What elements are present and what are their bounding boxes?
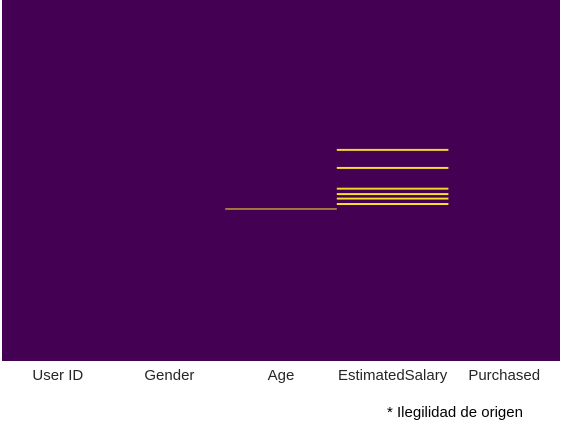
column-label: Purchased [468,367,540,384]
heatmap-background [2,0,560,361]
missing-cell [336,193,449,195]
footnote: * Ilegilidad de origen [387,404,523,421]
missing-cell [336,198,449,200]
heatmap-chart: User ID Gender Age EstimatedSalary Purchased [2,0,560,384]
missing-cell [336,166,449,168]
missing-cell [336,187,449,189]
missing-cell [336,194,449,196]
missing-cell [336,197,449,199]
missing-cell [336,203,449,205]
column-label: Gender [144,367,194,384]
missing-cell [336,203,449,205]
heatmap-cells [2,0,560,361]
missing-cell [336,167,449,169]
column-label: User ID [32,367,83,384]
column-label: Age [268,367,295,384]
missing-cell [336,188,449,190]
column-label: EstimatedSalary [338,367,448,384]
missing-cell [225,208,337,210]
missing-cell [336,148,449,150]
missing-cell [336,149,449,151]
column-labels: User ID Gender Age EstimatedSalary Purchased [32,367,540,384]
